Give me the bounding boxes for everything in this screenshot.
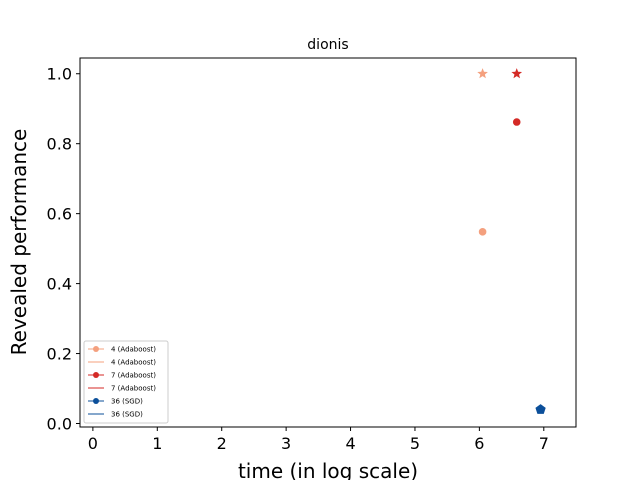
y-tick-label-5: 1.0 — [47, 65, 72, 84]
legend: 4 (Adaboost) 4 (Adaboost) 7 (Adaboost) 7 (A… — [83, 340, 169, 424]
x-axis: 0 1 2 3 4 5 6 7 — [88, 427, 549, 453]
x-tick-label-7: 7 — [539, 434, 549, 453]
point-pentagon-5-0 — [535, 404, 546, 414]
plot-frame — [79, 57, 577, 428]
point-star-3-0 — [511, 68, 523, 79]
legend-marker-4 — [93, 398, 99, 404]
x-tick-label-2: 2 — [217, 434, 227, 453]
x-tick-label-4: 4 — [345, 434, 355, 453]
legend-label-1: 4 (Adaboost) — [111, 359, 156, 367]
y-axis-label: Revealed performance — [7, 129, 31, 356]
legend-marker-2 — [93, 372, 99, 378]
legend-box — [83, 340, 169, 424]
x-tick-label-3: 3 — [281, 434, 291, 453]
y-tick-label-1: 0.2 — [47, 345, 72, 364]
point-circle-2-0 — [512, 118, 521, 126]
x-axis-label: time (in log scale) — [238, 459, 418, 480]
x-tick-label-0: 0 — [88, 434, 98, 453]
y-tick-label-3: 0.6 — [47, 205, 72, 224]
legend-label-4: 36 (SGD) — [111, 398, 143, 406]
legend-marker-0 — [93, 346, 99, 352]
y-axis: 0.0 0.2 0.4 0.6 0.8 1.0 — [47, 65, 80, 434]
legend-label-0: 4 (Adaboost) — [111, 346, 156, 354]
y-tick-label-0: 0.0 — [47, 415, 72, 434]
x-tick-label-1: 1 — [152, 434, 162, 453]
y-tick-label-2: 0.4 — [47, 275, 72, 294]
legend-label-5: 36 (SGD) — [111, 411, 143, 419]
point-star-1-0 — [477, 68, 488, 79]
x-tick-label-5: 5 — [410, 434, 420, 453]
x-tick-label-6: 6 — [474, 434, 484, 453]
legend-label-3: 7 (Adaboost) — [111, 385, 156, 393]
y-tick-label-4: 0.8 — [47, 135, 72, 154]
data-marks — [477, 68, 546, 414]
legend-label-2: 7 (Adaboost) — [111, 372, 156, 380]
point-circle-0-0 — [478, 228, 487, 236]
chart-title: dionis — [307, 37, 348, 53]
